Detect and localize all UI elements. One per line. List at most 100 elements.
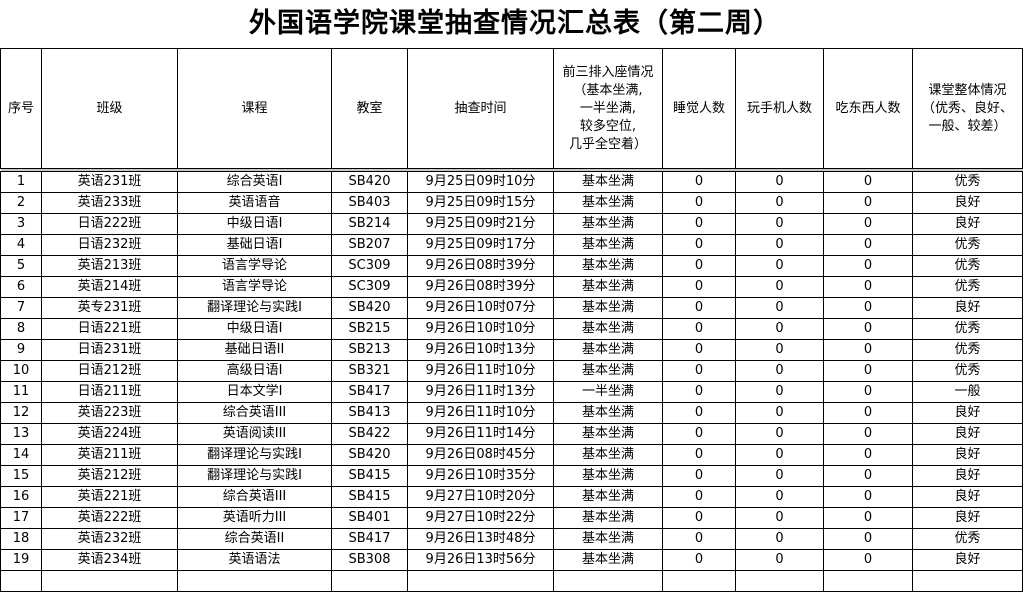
cell-rating[interactable]: 优秀 <box>912 339 1023 361</box>
cell-course[interactable]: 翻译理论与实践I <box>177 465 332 487</box>
cell-eating[interactable]: 0 <box>823 192 913 214</box>
cell-index[interactable]: 2 <box>0 192 42 214</box>
cell-check-time[interactable]: 9月25日09时17分 <box>407 234 554 256</box>
cell-sleeping[interactable]: 0 <box>662 213 736 235</box>
cell-index[interactable]: 15 <box>0 465 42 487</box>
cell-rating[interactable]: 一般 <box>912 381 1023 403</box>
cell-eating[interactable]: 0 <box>823 507 913 529</box>
cell-check-time[interactable]: 9月26日11时14分 <box>407 423 554 445</box>
cell-phone[interactable]: 0 <box>735 213 824 235</box>
cell-course[interactable]: 日本文学I <box>177 381 332 403</box>
cell-eating[interactable]: 0 <box>823 465 913 487</box>
cell-eating[interactable]: 0 <box>823 297 913 319</box>
cell-class[interactable]: 日语232班 <box>41 234 178 256</box>
cell-sleeping[interactable]: 0 <box>662 192 736 214</box>
cell-seating[interactable]: 一半坐满 <box>553 381 663 403</box>
cell-seating[interactable]: 基本坐满 <box>553 507 663 529</box>
cell-rating[interactable]: 良好 <box>912 402 1023 424</box>
cell-classroom[interactable]: SB415 <box>331 465 408 487</box>
cell-eating[interactable]: 0 <box>823 213 913 235</box>
empty-cell[interactable] <box>912 570 1023 592</box>
cell-class[interactable]: 英语214班 <box>41 276 178 298</box>
cell-class[interactable]: 日语222班 <box>41 213 178 235</box>
empty-cell[interactable] <box>735 570 824 592</box>
header-overall-rating[interactable]: 课堂整体情况 （优秀、良好、 一般、较差） <box>912 48 1023 169</box>
cell-class[interactable]: 英语221班 <box>41 486 178 508</box>
cell-eating[interactable]: 0 <box>823 528 913 550</box>
cell-classroom[interactable]: SB308 <box>331 549 408 571</box>
empty-cell[interactable] <box>0 570 42 592</box>
empty-cell[interactable] <box>407 570 554 592</box>
cell-phone[interactable]: 0 <box>735 444 824 466</box>
cell-check-time[interactable]: 9月26日10时07分 <box>407 297 554 319</box>
cell-class[interactable]: 英语213班 <box>41 255 178 277</box>
cell-course[interactable]: 中级日语I <box>177 318 332 340</box>
cell-sleeping[interactable]: 0 <box>662 507 736 529</box>
cell-check-time[interactable]: 9月26日13时48分 <box>407 528 554 550</box>
cell-class[interactable]: 日语221班 <box>41 318 178 340</box>
cell-seating[interactable]: 基本坐满 <box>553 528 663 550</box>
cell-check-time[interactable]: 9月25日09时21分 <box>407 213 554 235</box>
cell-course[interactable]: 英语听力III <box>177 507 332 529</box>
cell-classroom[interactable]: SB207 <box>331 234 408 256</box>
cell-rating[interactable]: 良好 <box>912 192 1023 214</box>
cell-index[interactable]: 10 <box>0 360 42 382</box>
cell-eating[interactable]: 0 <box>823 318 913 340</box>
cell-seating[interactable]: 基本坐满 <box>553 276 663 298</box>
cell-index[interactable]: 17 <box>0 507 42 529</box>
cell-phone[interactable]: 0 <box>735 528 824 550</box>
cell-rating[interactable]: 优秀 <box>912 318 1023 340</box>
cell-check-time[interactable]: 9月26日11时10分 <box>407 360 554 382</box>
cell-seating[interactable]: 基本坐满 <box>553 234 663 256</box>
cell-check-time[interactable]: 9月26日08时45分 <box>407 444 554 466</box>
cell-rating[interactable]: 良好 <box>912 444 1023 466</box>
cell-check-time[interactable]: 9月26日13时56分 <box>407 549 554 571</box>
cell-index[interactable]: 13 <box>0 423 42 445</box>
cell-classroom[interactable]: SB415 <box>331 486 408 508</box>
cell-sleeping[interactable]: 0 <box>662 486 736 508</box>
cell-eating[interactable]: 0 <box>823 444 913 466</box>
empty-cell[interactable] <box>662 570 736 592</box>
cell-seating[interactable]: 基本坐满 <box>553 486 663 508</box>
cell-class[interactable]: 英语223班 <box>41 402 178 424</box>
cell-classroom[interactable]: SB420 <box>331 171 408 193</box>
cell-phone[interactable]: 0 <box>735 486 824 508</box>
cell-class[interactable]: 英语231班 <box>41 171 178 193</box>
cell-classroom[interactable]: SB413 <box>331 402 408 424</box>
cell-sleeping[interactable]: 0 <box>662 234 736 256</box>
cell-phone[interactable]: 0 <box>735 381 824 403</box>
cell-course[interactable]: 综合英语III <box>177 486 332 508</box>
cell-course[interactable]: 中级日语I <box>177 213 332 235</box>
cell-check-time[interactable]: 9月25日09时10分 <box>407 171 554 193</box>
cell-index[interactable]: 4 <box>0 234 42 256</box>
cell-rating[interactable]: 良好 <box>912 465 1023 487</box>
cell-sleeping[interactable]: 0 <box>662 528 736 550</box>
header-course[interactable]: 课程 <box>177 48 332 169</box>
cell-classroom[interactable]: SB417 <box>331 528 408 550</box>
cell-index[interactable]: 14 <box>0 444 42 466</box>
cell-eating[interactable]: 0 <box>823 486 913 508</box>
cell-seating[interactable]: 基本坐满 <box>553 192 663 214</box>
cell-rating[interactable]: 良好 <box>912 297 1023 319</box>
header-front-rows-seating[interactable]: 前三排入座情况 （基本坐满, 一半坐满, 较多空位, 几乎全空着） <box>553 48 663 169</box>
cell-eating[interactable]: 0 <box>823 255 913 277</box>
cell-index[interactable]: 3 <box>0 213 42 235</box>
cell-phone[interactable]: 0 <box>735 423 824 445</box>
cell-index[interactable]: 8 <box>0 318 42 340</box>
cell-rating[interactable]: 良好 <box>912 486 1023 508</box>
cell-class[interactable]: 日语212班 <box>41 360 178 382</box>
cell-seating[interactable]: 基本坐满 <box>553 549 663 571</box>
cell-seating[interactable]: 基本坐满 <box>553 318 663 340</box>
cell-course[interactable]: 综合英语II <box>177 528 332 550</box>
cell-index[interactable]: 19 <box>0 549 42 571</box>
cell-course[interactable]: 基础日语II <box>177 339 332 361</box>
cell-class[interactable]: 英专231班 <box>41 297 178 319</box>
cell-rating[interactable]: 良好 <box>912 213 1023 235</box>
cell-seating[interactable]: 基本坐满 <box>553 360 663 382</box>
cell-sleeping[interactable]: 0 <box>662 465 736 487</box>
cell-classroom[interactable]: SB321 <box>331 360 408 382</box>
cell-seating[interactable]: 基本坐满 <box>553 423 663 445</box>
header-sleeping-count[interactable]: 睡觉人数 <box>662 48 736 169</box>
cell-rating[interactable]: 优秀 <box>912 234 1023 256</box>
cell-course[interactable]: 综合英语III <box>177 402 332 424</box>
